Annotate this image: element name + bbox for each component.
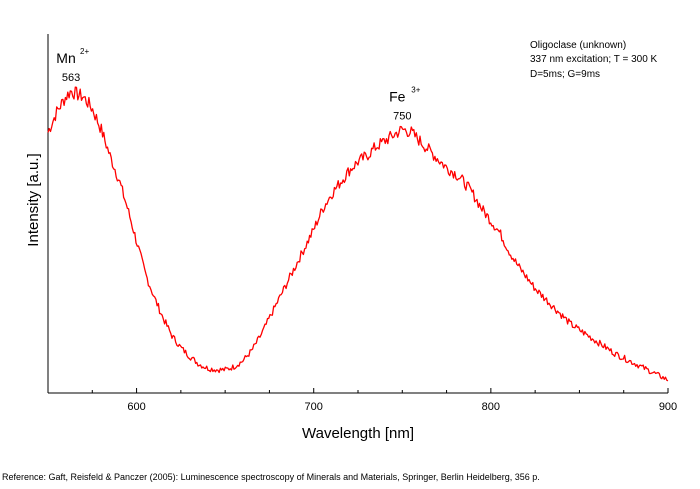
x-tick-label-800: 800: [482, 401, 500, 413]
series-line: [47, 86, 669, 382]
plot-area: 600 700 800 900 Mn 2+ 563 Fe 3+ 750: [47, 34, 677, 413]
peak-annotations: Mn 2+ 563 Fe 3+ 750: [56, 47, 420, 122]
peak-ion-label: Mn: [56, 50, 75, 66]
x-axis-title: Wavelength [nm]: [302, 425, 414, 442]
peak-annotation-fe: Fe 3+ 750: [389, 85, 421, 122]
y-axis-title: Intensity [a.u.]: [25, 153, 42, 246]
peak-value-label: 563: [62, 72, 80, 84]
info-box: Oligoclase (unknown) 337 nm excitation; …: [530, 40, 658, 80]
peak-charge-label: 3+: [411, 85, 420, 94]
peak-annotation-mn: Mn 2+ 563: [56, 47, 89, 84]
reference-text: Reference: Gaft, Reisfeld & Panczer (200…: [2, 472, 540, 482]
x-tick-label-900: 900: [659, 401, 677, 413]
peak-value-label: 750: [393, 110, 411, 122]
info-line-3: D=5ms; G=9ms: [530, 69, 600, 80]
info-line-2: 337 nm excitation; T = 300 K: [530, 54, 658, 65]
x-tick-label-600: 600: [127, 401, 145, 413]
info-line-1: Oligoclase (unknown): [530, 40, 626, 51]
x-tick-label-700: 700: [305, 401, 323, 413]
x-ticks: 600 700 800 900: [47, 388, 677, 413]
peak-ion-label: Fe: [389, 88, 406, 104]
peak-charge-label: 2+: [80, 47, 89, 56]
